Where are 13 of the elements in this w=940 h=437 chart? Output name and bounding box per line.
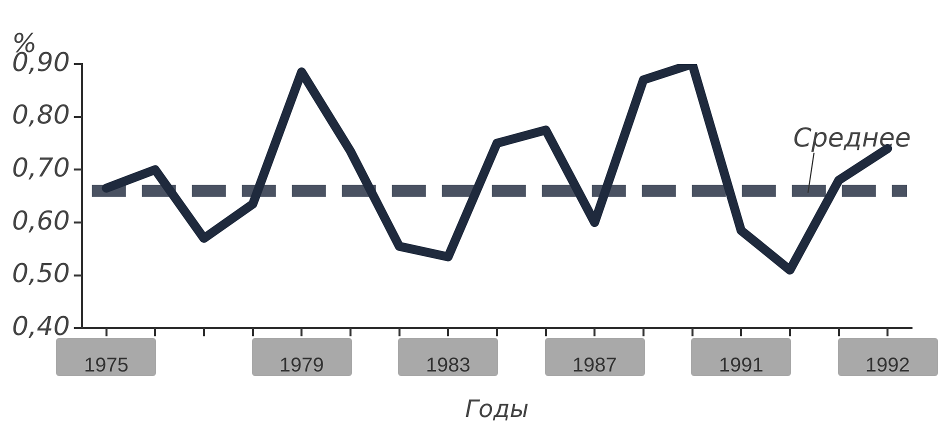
y-tick-label: 0,80 — [12, 100, 70, 131]
y-tick-label: 0,40 — [12, 312, 70, 342]
ref-line-label: Среднее — [793, 124, 911, 154]
x-tick-label: 1979 — [279, 354, 324, 377]
y-tick-label: 0,60 — [12, 206, 70, 236]
x-tick-label: 1975 — [84, 354, 129, 377]
x-axis-title: Годы — [465, 394, 529, 423]
y-tick-label: 0,70 — [12, 153, 70, 184]
x-tick-label: 1983 — [426, 354, 470, 377]
x-tick-label: 1987 — [572, 354, 617, 377]
y-tick-label: 0,50 — [12, 259, 70, 290]
x-tick-label: 1992 — [865, 354, 910, 377]
x-tick-label: 1991 — [718, 354, 764, 377]
